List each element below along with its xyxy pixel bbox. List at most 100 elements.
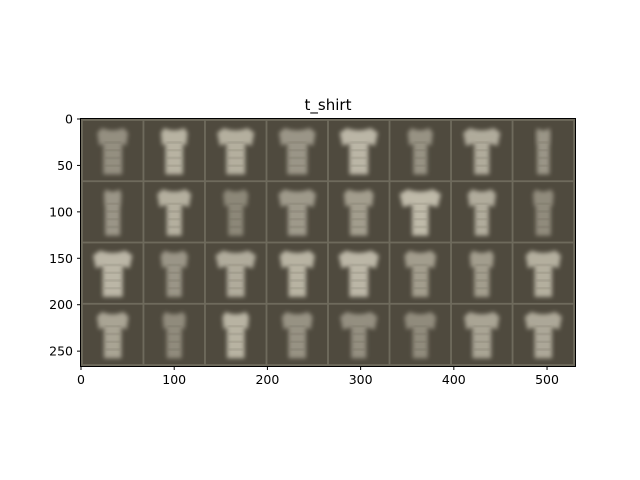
image-tile bbox=[205, 304, 266, 365]
tshirt-shape bbox=[281, 311, 313, 359]
tshirt-texture bbox=[288, 202, 306, 205]
tshirt-texture bbox=[475, 279, 489, 282]
image-tile bbox=[451, 120, 512, 181]
image-area bbox=[81, 119, 575, 366]
tshirt-texture bbox=[536, 202, 551, 205]
tshirt-texture bbox=[412, 202, 428, 205]
image-tile bbox=[82, 120, 143, 181]
tshirt-texture bbox=[227, 340, 244, 343]
tshirt-shape bbox=[525, 250, 561, 297]
tshirt-texture bbox=[289, 271, 306, 274]
image-tile bbox=[513, 120, 574, 181]
tshirt-texture bbox=[103, 287, 122, 290]
tshirt-texture bbox=[414, 141, 427, 144]
tshirt-shape bbox=[524, 311, 562, 359]
tshirt-texture bbox=[166, 164, 183, 167]
tshirt-shape bbox=[532, 189, 554, 236]
tshirt-texture bbox=[167, 279, 181, 282]
tshirt-texture bbox=[105, 226, 120, 228]
tshirt-shape bbox=[464, 311, 500, 359]
tshirt-shape bbox=[215, 250, 256, 297]
image-tile bbox=[205, 243, 266, 303]
tshirt-texture bbox=[105, 218, 120, 220]
tshirt-texture bbox=[350, 141, 368, 144]
axes-frame bbox=[80, 118, 576, 367]
tshirt-texture bbox=[167, 333, 181, 335]
chart-title: t_shirt bbox=[305, 96, 352, 115]
tshirt-texture bbox=[473, 333, 491, 335]
tshirt-texture bbox=[535, 271, 552, 274]
image-tile bbox=[144, 182, 205, 242]
tshirt-texture bbox=[412, 279, 428, 282]
tshirt-texture bbox=[104, 325, 121, 328]
tshirt-texture bbox=[227, 325, 244, 328]
image-tile bbox=[451, 304, 512, 365]
tshirt-texture bbox=[414, 164, 427, 167]
tshirt-shape bbox=[93, 250, 133, 297]
tshirt-shape bbox=[469, 250, 494, 297]
tshirt-shape bbox=[222, 311, 250, 359]
tshirt-texture bbox=[351, 325, 366, 328]
tshirt-texture bbox=[104, 348, 121, 351]
tshirt-texture bbox=[536, 218, 551, 220]
tshirt-texture bbox=[104, 333, 121, 335]
tshirt-texture bbox=[289, 287, 306, 290]
image-tile bbox=[82, 182, 143, 242]
tshirt-texture bbox=[475, 141, 489, 144]
x-tick-label: 500 bbox=[535, 372, 559, 387]
y-tick-label: 100 bbox=[49, 204, 73, 219]
tshirt-texture bbox=[412, 264, 428, 266]
tshirt-texture bbox=[535, 325, 552, 328]
tshirt-texture bbox=[167, 210, 181, 213]
tshirt-texture bbox=[413, 340, 428, 343]
tshirt-texture bbox=[289, 264, 306, 266]
image-tile bbox=[513, 182, 574, 242]
image-tile bbox=[267, 304, 328, 365]
image-tile bbox=[451, 243, 512, 303]
tshirt-texture bbox=[227, 264, 244, 266]
tshirt-shape bbox=[404, 311, 437, 359]
tshirt-shape bbox=[399, 189, 441, 236]
tshirt-texture bbox=[103, 279, 122, 282]
image-tile bbox=[328, 182, 389, 242]
tshirt-texture bbox=[104, 149, 122, 151]
tshirt-texture bbox=[350, 164, 368, 167]
image-tile bbox=[267, 243, 328, 303]
tshirt-texture bbox=[350, 226, 367, 228]
tshirt-texture bbox=[227, 149, 245, 151]
tshirt-shape bbox=[157, 189, 192, 236]
tshirt-texture bbox=[289, 348, 306, 351]
tshirt-texture bbox=[228, 226, 243, 228]
tshirt-texture bbox=[350, 202, 367, 205]
tshirt-texture bbox=[167, 287, 181, 290]
tshirt-texture bbox=[227, 348, 244, 351]
tshirt-texture bbox=[350, 264, 368, 266]
tshirt-texture bbox=[535, 264, 552, 266]
image-tile bbox=[144, 304, 205, 365]
image-tile bbox=[451, 182, 512, 242]
tshirt-texture bbox=[166, 157, 183, 159]
tshirt-texture bbox=[475, 264, 489, 266]
tshirt-texture bbox=[473, 340, 491, 343]
tshirt-texture bbox=[350, 210, 367, 213]
tshirt-texture bbox=[103, 271, 122, 274]
tshirt-texture bbox=[288, 164, 307, 167]
x-tick-label: 200 bbox=[255, 372, 279, 387]
image-tile bbox=[390, 182, 451, 242]
tshirt-texture bbox=[535, 340, 552, 343]
image-tile bbox=[390, 243, 451, 303]
image-tile bbox=[267, 182, 328, 242]
tshirt-texture bbox=[167, 226, 181, 228]
tshirt-texture bbox=[413, 348, 428, 351]
tshirt-texture bbox=[535, 348, 552, 351]
image-tile bbox=[513, 304, 574, 365]
x-tick-label: 100 bbox=[162, 372, 186, 387]
tshirt-texture bbox=[412, 226, 428, 228]
image-tile bbox=[144, 243, 205, 303]
tshirt-texture bbox=[350, 287, 368, 290]
tshirt-texture bbox=[167, 340, 181, 343]
tshirt-texture bbox=[475, 164, 489, 167]
tshirt-texture bbox=[475, 287, 489, 290]
tshirt-texture bbox=[350, 149, 368, 151]
